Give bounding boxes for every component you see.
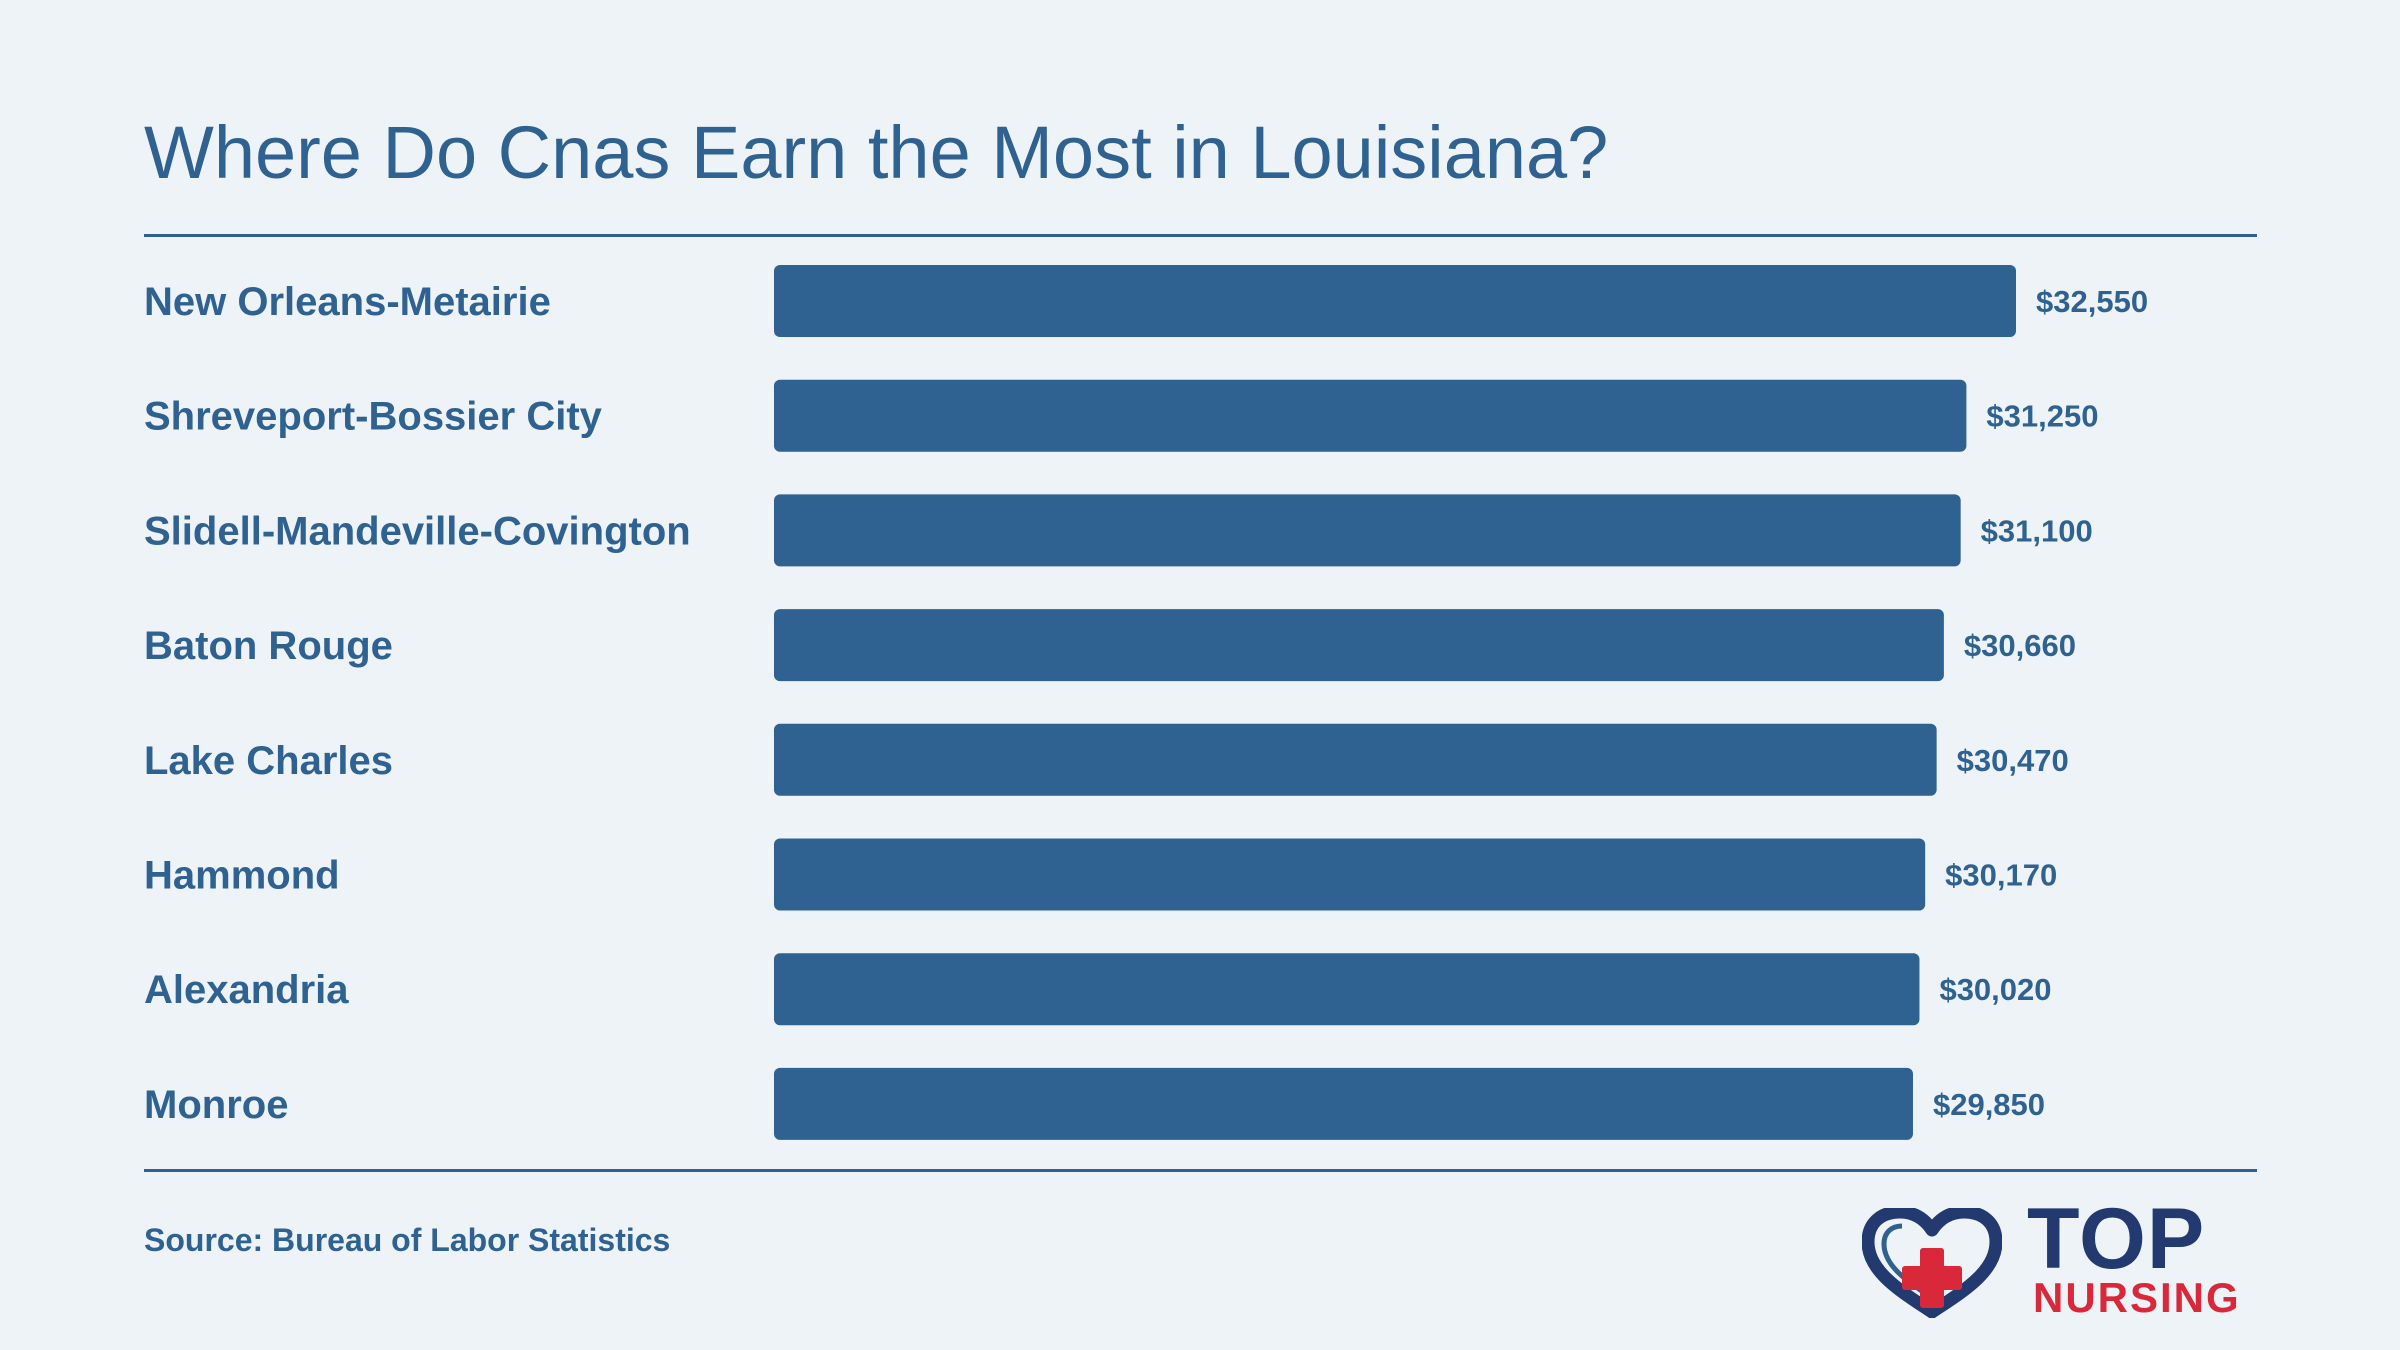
- category-label: Monroe: [144, 1083, 288, 1127]
- category-label: Shreveport-Bossier City: [144, 395, 603, 439]
- bar: [774, 265, 2016, 337]
- brand-bottom-text: NURSING: [2033, 1274, 2241, 1321]
- top-divider: [144, 234, 2257, 237]
- category-label: Hammond: [144, 854, 340, 898]
- value-label: $30,470: [1957, 743, 2069, 778]
- source-note: Source: Bureau of Labor Statistics: [144, 1222, 671, 1258]
- value-label: $30,170: [1945, 858, 2057, 893]
- bar: [774, 1067, 1913, 1140]
- bar: [774, 609, 1944, 682]
- value-label: $29,850: [1933, 1087, 2045, 1122]
- category-label: Lake Charles: [144, 739, 393, 783]
- category-label: Slidell-Mandeville-Covington: [144, 509, 691, 553]
- value-label: $32,550: [2036, 284, 2148, 319]
- bar: [774, 723, 1937, 796]
- value-label: $30,020: [1939, 972, 2051, 1007]
- value-label: $31,250: [1986, 399, 2098, 434]
- category-label: Baton Rouge: [144, 624, 393, 668]
- bar: [774, 838, 1926, 911]
- heart-cross-icon: [1862, 1208, 2002, 1318]
- category-label: New Orleans-Metairie: [144, 280, 551, 324]
- bottom-divider: [144, 1169, 2257, 1172]
- chart-title: Where Do Cnas Earn the Most in Louisiana…: [144, 111, 1609, 194]
- value-label: $30,660: [1964, 628, 2076, 663]
- top-nursing-logo: TOP NURSING: [1862, 1191, 2262, 1321]
- bar: [774, 494, 1961, 567]
- bar: [774, 379, 1967, 452]
- bar: [774, 953, 1920, 1026]
- brand-top-text: TOP: [2027, 1191, 2206, 1287]
- value-label: $31,100: [1981, 513, 2093, 548]
- category-label: Alexandria: [144, 968, 349, 1012]
